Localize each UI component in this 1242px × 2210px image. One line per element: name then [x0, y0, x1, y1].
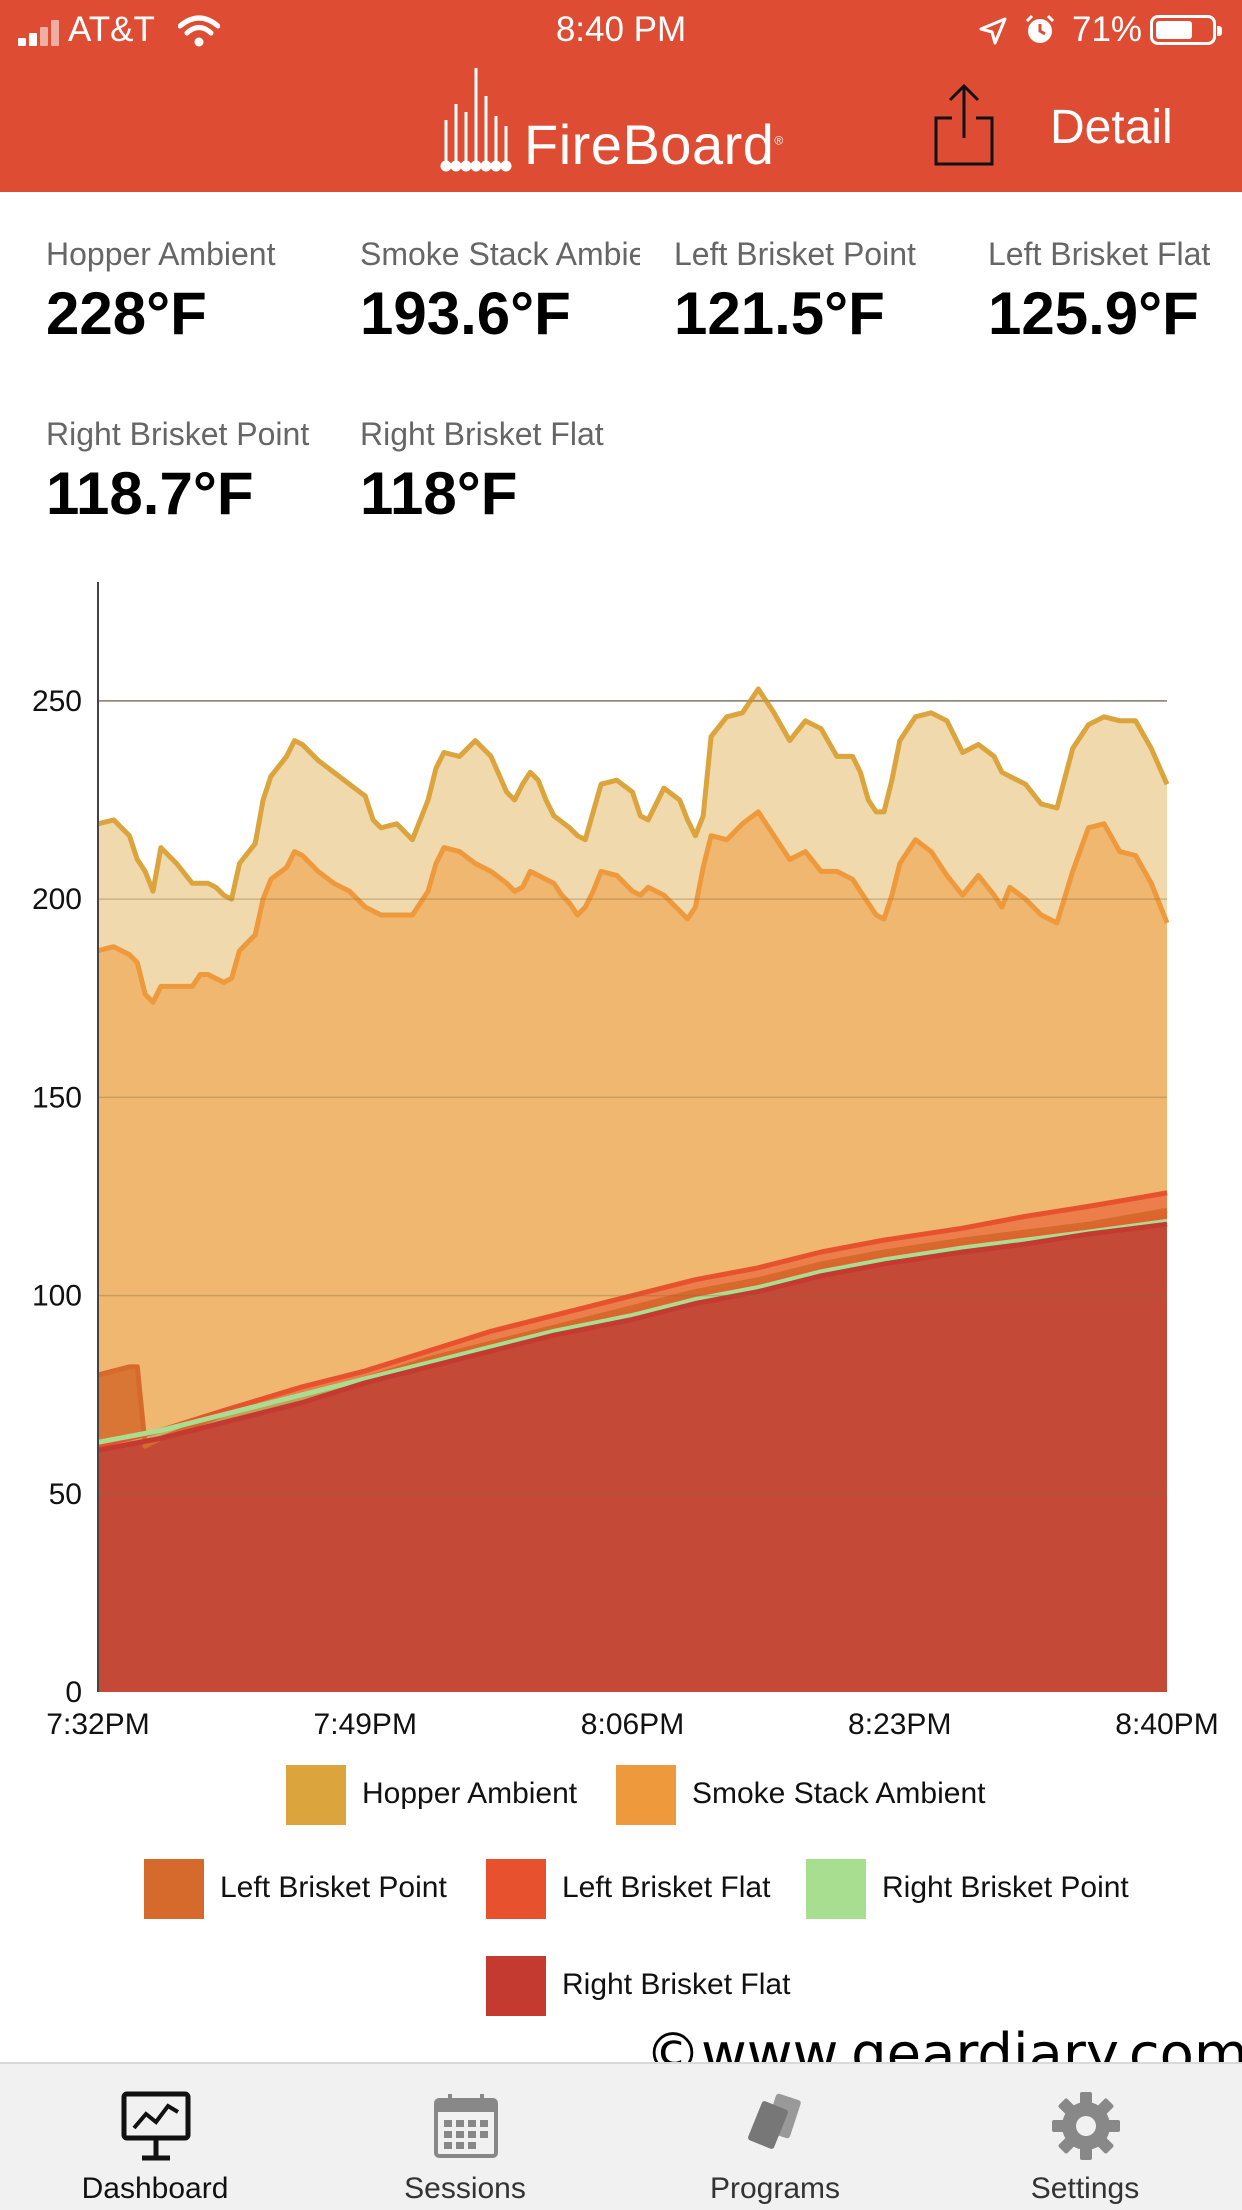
battery-percent: 71% — [1072, 10, 1143, 49]
reading-value: 125.9°F — [988, 280, 1199, 347]
reading-value: 118°F — [360, 460, 518, 527]
legend-swatch — [286, 1765, 346, 1825]
legend-swatch — [486, 1956, 546, 2016]
legend-swatch — [486, 1859, 546, 1919]
reading-name: Hopper Ambient — [46, 236, 276, 272]
legend-swatch — [806, 1859, 866, 1919]
reading-value: 121.5°F — [674, 280, 885, 347]
x-tick-label: 8:06PM — [581, 1708, 684, 1740]
brand-name: FireBoard® — [524, 113, 784, 176]
reading-name: Left Brisket Flat — [988, 236, 1211, 272]
dashboard-icon — [121, 2091, 191, 2161]
reading-name: Right Brisket Flat — [360, 416, 604, 452]
reading-left-brisket-flat[interactable]: Left Brisket Flat 125.9°F — [988, 236, 1242, 348]
tab-dashboard[interactable]: Dashboard — [0, 2064, 310, 2210]
x-tick-label: 8:40PM — [1115, 1708, 1218, 1740]
reading-left-brisket-point[interactable]: Left Brisket Point 121.5°F — [674, 236, 954, 348]
legend-label: Left Brisket Point — [220, 1871, 447, 1904]
legend-label: Right Brisket Flat — [562, 1968, 791, 2001]
tab-programs[interactable]: Programs — [620, 2064, 930, 2210]
detail-button[interactable]: Detail — [1050, 101, 1173, 154]
y-tick-label: 100 — [32, 1280, 82, 1313]
temperature-chart[interactable]: 0 50 100 150 200 250 7:32PM 7:49PM 8:06PM 8:23PM 8… — [0, 570, 1242, 1740]
status-bar: AT&T 8:40 PM 71% — [0, 0, 1242, 62]
tab-bar: Dashboard Sessions Programs — [0, 2062, 1242, 2210]
tab-sessions[interactable]: Sessions — [310, 2064, 620, 2210]
battery-icon — [1150, 15, 1222, 45]
y-tick-label: 200 — [32, 883, 82, 916]
y-tick-label: 50 — [49, 1478, 82, 1511]
legend-label: Hopper Ambient — [362, 1777, 578, 1810]
legend-label: Smoke Stack Ambient — [692, 1777, 986, 1810]
status-time: 8:40 PM — [555, 10, 687, 49]
legend-label: Right Brisket Point — [882, 1871, 1129, 1904]
y-tick-label: 0 — [65, 1676, 82, 1709]
wifi-icon — [178, 15, 220, 47]
reading-right-brisket-flat[interactable]: Right Brisket Flat 118°F — [360, 416, 640, 528]
reading-value: 118.7°F — [46, 460, 254, 527]
legend-label: Left Brisket Flat — [562, 1871, 771, 1904]
x-tick-label: 8:23PM — [848, 1708, 951, 1740]
legend-swatch — [616, 1765, 676, 1825]
series-line — [97, 1218, 1168, 1445]
x-tick-label: 7:49PM — [314, 1708, 417, 1740]
y-tick-label: 150 — [32, 1081, 82, 1114]
programs-icon — [748, 2093, 801, 2149]
tab-settings[interactable]: Settings — [930, 2064, 1240, 2210]
reading-value: 193.6°F — [360, 280, 571, 347]
series-line — [97, 1190, 1168, 1449]
tab-label: Programs — [709, 2172, 841, 2205]
series-area — [98, 1224, 1167, 1692]
reading-right-brisket-point[interactable]: Right Brisket Point 118.7°F — [46, 416, 326, 528]
tab-label: Settings — [1030, 2172, 1140, 2205]
carrier-label: AT&T — [68, 10, 155, 49]
calendar-icon — [434, 2094, 498, 2158]
legend-swatch — [144, 1859, 204, 1919]
location-arrow-icon — [979, 17, 1007, 45]
series-line — [97, 1221, 1168, 1453]
reading-value: 228°F — [46, 280, 207, 347]
series-line — [97, 686, 1170, 902]
app-header: AT&T 8:40 PM 71% — [0, 0, 1242, 192]
alarm-clock-icon — [1025, 14, 1055, 43]
cellular-signal-icon — [18, 18, 62, 46]
gear-icon — [1052, 2092, 1120, 2160]
series-line — [97, 1207, 1168, 1449]
reading-smoke-stack-ambient[interactable]: Smoke Stack Ambient 193.6°F — [360, 236, 640, 348]
tab-label: Sessions — [404, 2172, 526, 2205]
reading-name: Smoke Stack Ambient — [360, 236, 640, 272]
x-tick-label: 7:32PM — [46, 1708, 149, 1740]
y-tick-label: 250 — [32, 685, 82, 718]
reading-name: Right Brisket Point — [46, 416, 310, 452]
share-icon[interactable] — [932, 82, 996, 168]
reading-hopper-ambient[interactable]: Hopper Ambient 228°F — [46, 236, 326, 348]
fireboard-logo-icon — [440, 68, 512, 172]
reading-name: Left Brisket Point — [674, 236, 916, 272]
tab-label: Dashboard — [81, 2172, 229, 2205]
series-line — [97, 809, 1170, 1005]
